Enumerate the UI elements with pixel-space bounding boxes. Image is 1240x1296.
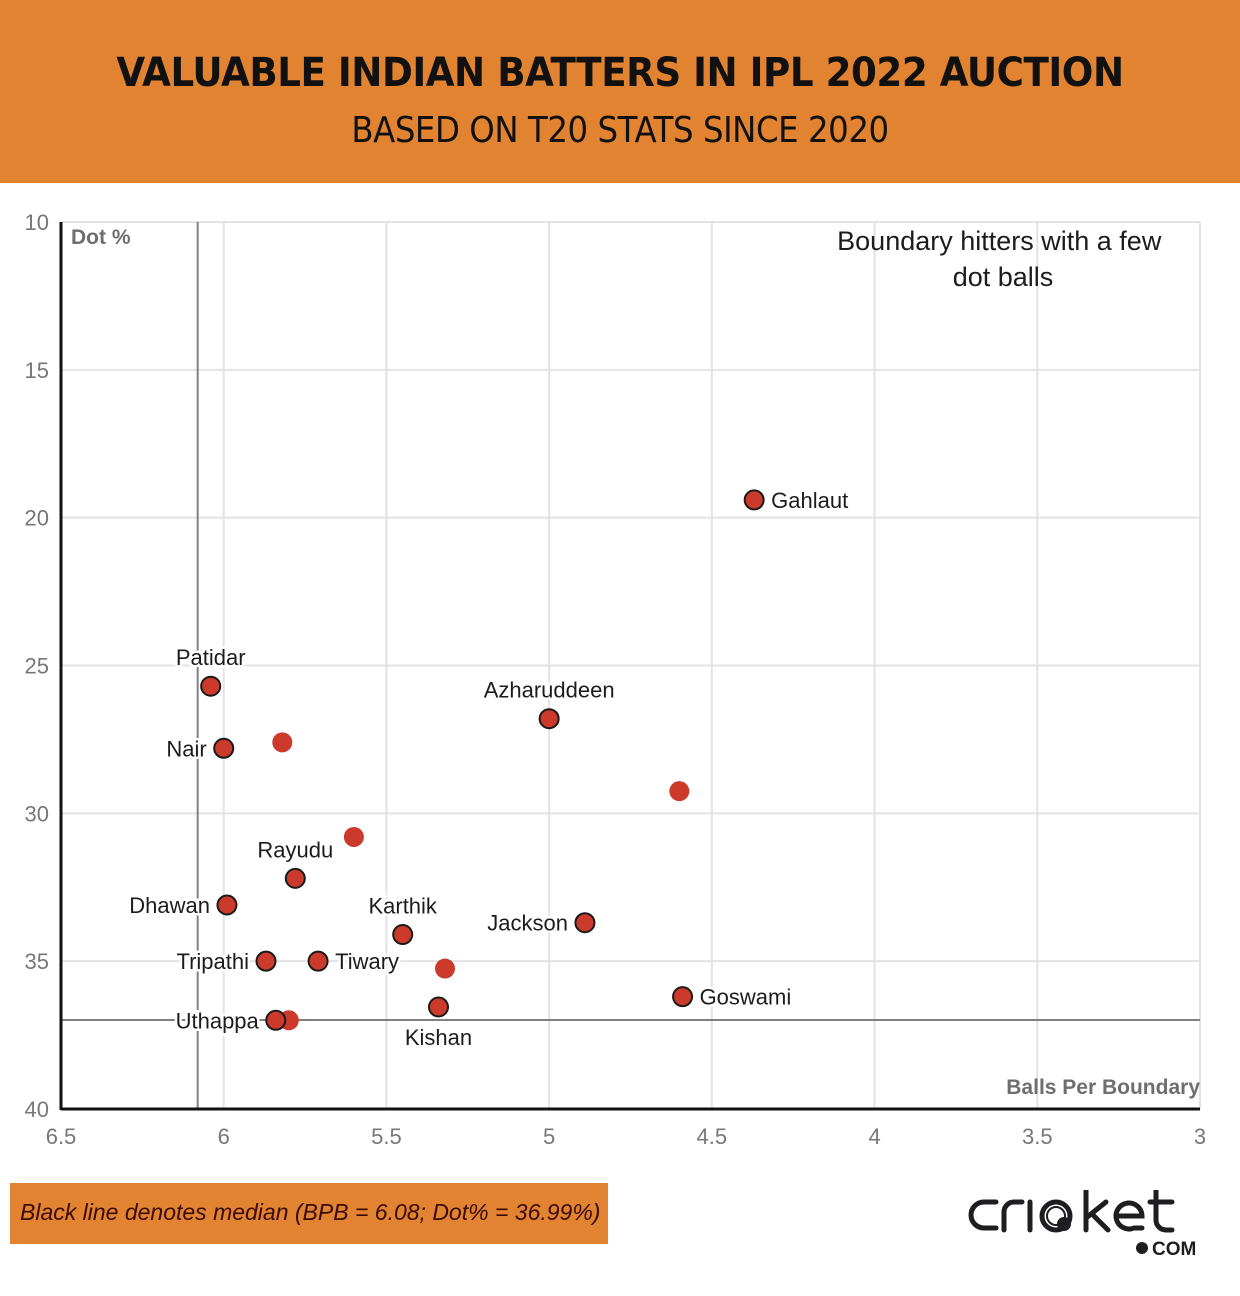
logo-letter-t [1147, 1190, 1175, 1233]
annotation-boundary-hitters: Boundary hitters with a few dot balls [837, 226, 1169, 292]
point-label-rayudu: Rayudu [257, 837, 333, 862]
x-tick-label: 6 [218, 1124, 230, 1149]
data-point-patidar [200, 675, 222, 697]
point-label-patidar: Patidar [176, 645, 246, 670]
y-tick-label: 30 [25, 801, 49, 826]
axes [59, 222, 1200, 1111]
median-note-text: Black line denotes median (BPB = 6.08; D… [20, 1199, 601, 1225]
tick-labels: 6.5 6 5.5 5 4.5 4 3.5 3 10 15 20 25 30 35 40 [25, 210, 1207, 1149]
data-point-unlabeled [343, 826, 364, 847]
x-tick-label: 4.5 [697, 1124, 728, 1149]
logo-com-text: COM [1152, 1239, 1196, 1260]
chart-subtitle: BASED ON T20 STATS SINCE 2020 [351, 110, 889, 151]
y-tick-label: 35 [25, 949, 49, 974]
point-label-jackson: Jackson [487, 911, 568, 936]
point-label-azharuddeen: Azharuddeen [484, 678, 615, 703]
point-label-gahlaut: Gahlaut [771, 488, 848, 513]
logo-ball-rings [1039, 1199, 1073, 1233]
y-tick-label: 10 [25, 210, 49, 235]
data-point-kishan [427, 996, 449, 1018]
logo-letter-r [1001, 1199, 1025, 1233]
median-lines [61, 222, 1200, 1109]
data-point-azharuddeen [538, 708, 560, 730]
data-point-uthappa [265, 1009, 287, 1031]
data-point-gahlaut [743, 489, 765, 511]
gridlines [61, 221, 1201, 1109]
chart-title: VALUABLE INDIAN BATTERS IN IPL 2022 AUCT… [116, 50, 1124, 96]
logo-letter-k [1083, 1190, 1111, 1233]
x-tick-label: 6.5 [46, 1124, 77, 1149]
y-tick-label: 25 [25, 654, 49, 679]
x-tick-label: 5.5 [371, 1124, 402, 1149]
y-tick-label: 40 [25, 1097, 49, 1122]
x-tick-label: 3.5 [1022, 1124, 1053, 1149]
point-label-uthappa: Uthappa [176, 1008, 260, 1033]
annotation-line-1: Boundary hitters with a few [837, 226, 1162, 256]
data-point-tripathi [255, 950, 277, 972]
logo-dot [1136, 1242, 1148, 1254]
point-labels: Gahlaut Patidar Nair Azharuddeen Rayudu Dhawa… [127, 485, 851, 1052]
y-tick-label: 15 [25, 358, 49, 383]
data-points [200, 489, 765, 1031]
x-tick-label: 3 [1194, 1124, 1206, 1149]
x-tick-label: 5 [543, 1124, 555, 1149]
data-point-karthik [392, 924, 414, 946]
data-point-dhawan [216, 894, 238, 916]
x-tick-label: 4 [868, 1124, 880, 1149]
point-label-nair: Nair [166, 736, 206, 761]
data-point-nair [213, 737, 235, 759]
point-label-goswami: Goswami [700, 985, 792, 1010]
x-axis-title: Balls Per Boundary [1006, 1076, 1200, 1099]
cricket-com-logo: COM [968, 1190, 1196, 1260]
data-point-jackson [574, 912, 596, 934]
data-point-goswami [672, 986, 694, 1008]
annotation-line-2: dot balls [953, 262, 1054, 292]
point-label-karthik: Karthik [368, 894, 437, 919]
logo-letter-e [1113, 1200, 1145, 1232]
header-banner: VALUABLE INDIAN BATTERS IN IPL 2022 AUCT… [0, 0, 1240, 183]
scatter-chart: 6.5 6 5.5 5 4.5 4 3.5 3 10 15 20 25 30 35 40 Dot % Bal… [25, 210, 1207, 1149]
logo-letter-c [968, 1199, 999, 1231]
data-point-unlabeled [435, 958, 456, 979]
point-label-tripathi: Tripathi [176, 949, 249, 974]
data-point-unlabeled [272, 732, 293, 753]
y-axis-title: Dot % [71, 226, 131, 249]
point-label-dhawan: Dhawan [129, 893, 210, 918]
data-point-rayudu [284, 867, 306, 889]
median-note: Black line denotes median (BPB = 6.08; D… [10, 1183, 608, 1244]
logo-ball [1057, 1217, 1071, 1231]
y-tick-label: 20 [25, 506, 49, 531]
data-point-tiwary [307, 950, 329, 972]
point-label-tiwary: Tiwary [335, 949, 399, 974]
data-point-unlabeled [669, 781, 690, 802]
point-label-kishan: Kishan [405, 1025, 472, 1050]
